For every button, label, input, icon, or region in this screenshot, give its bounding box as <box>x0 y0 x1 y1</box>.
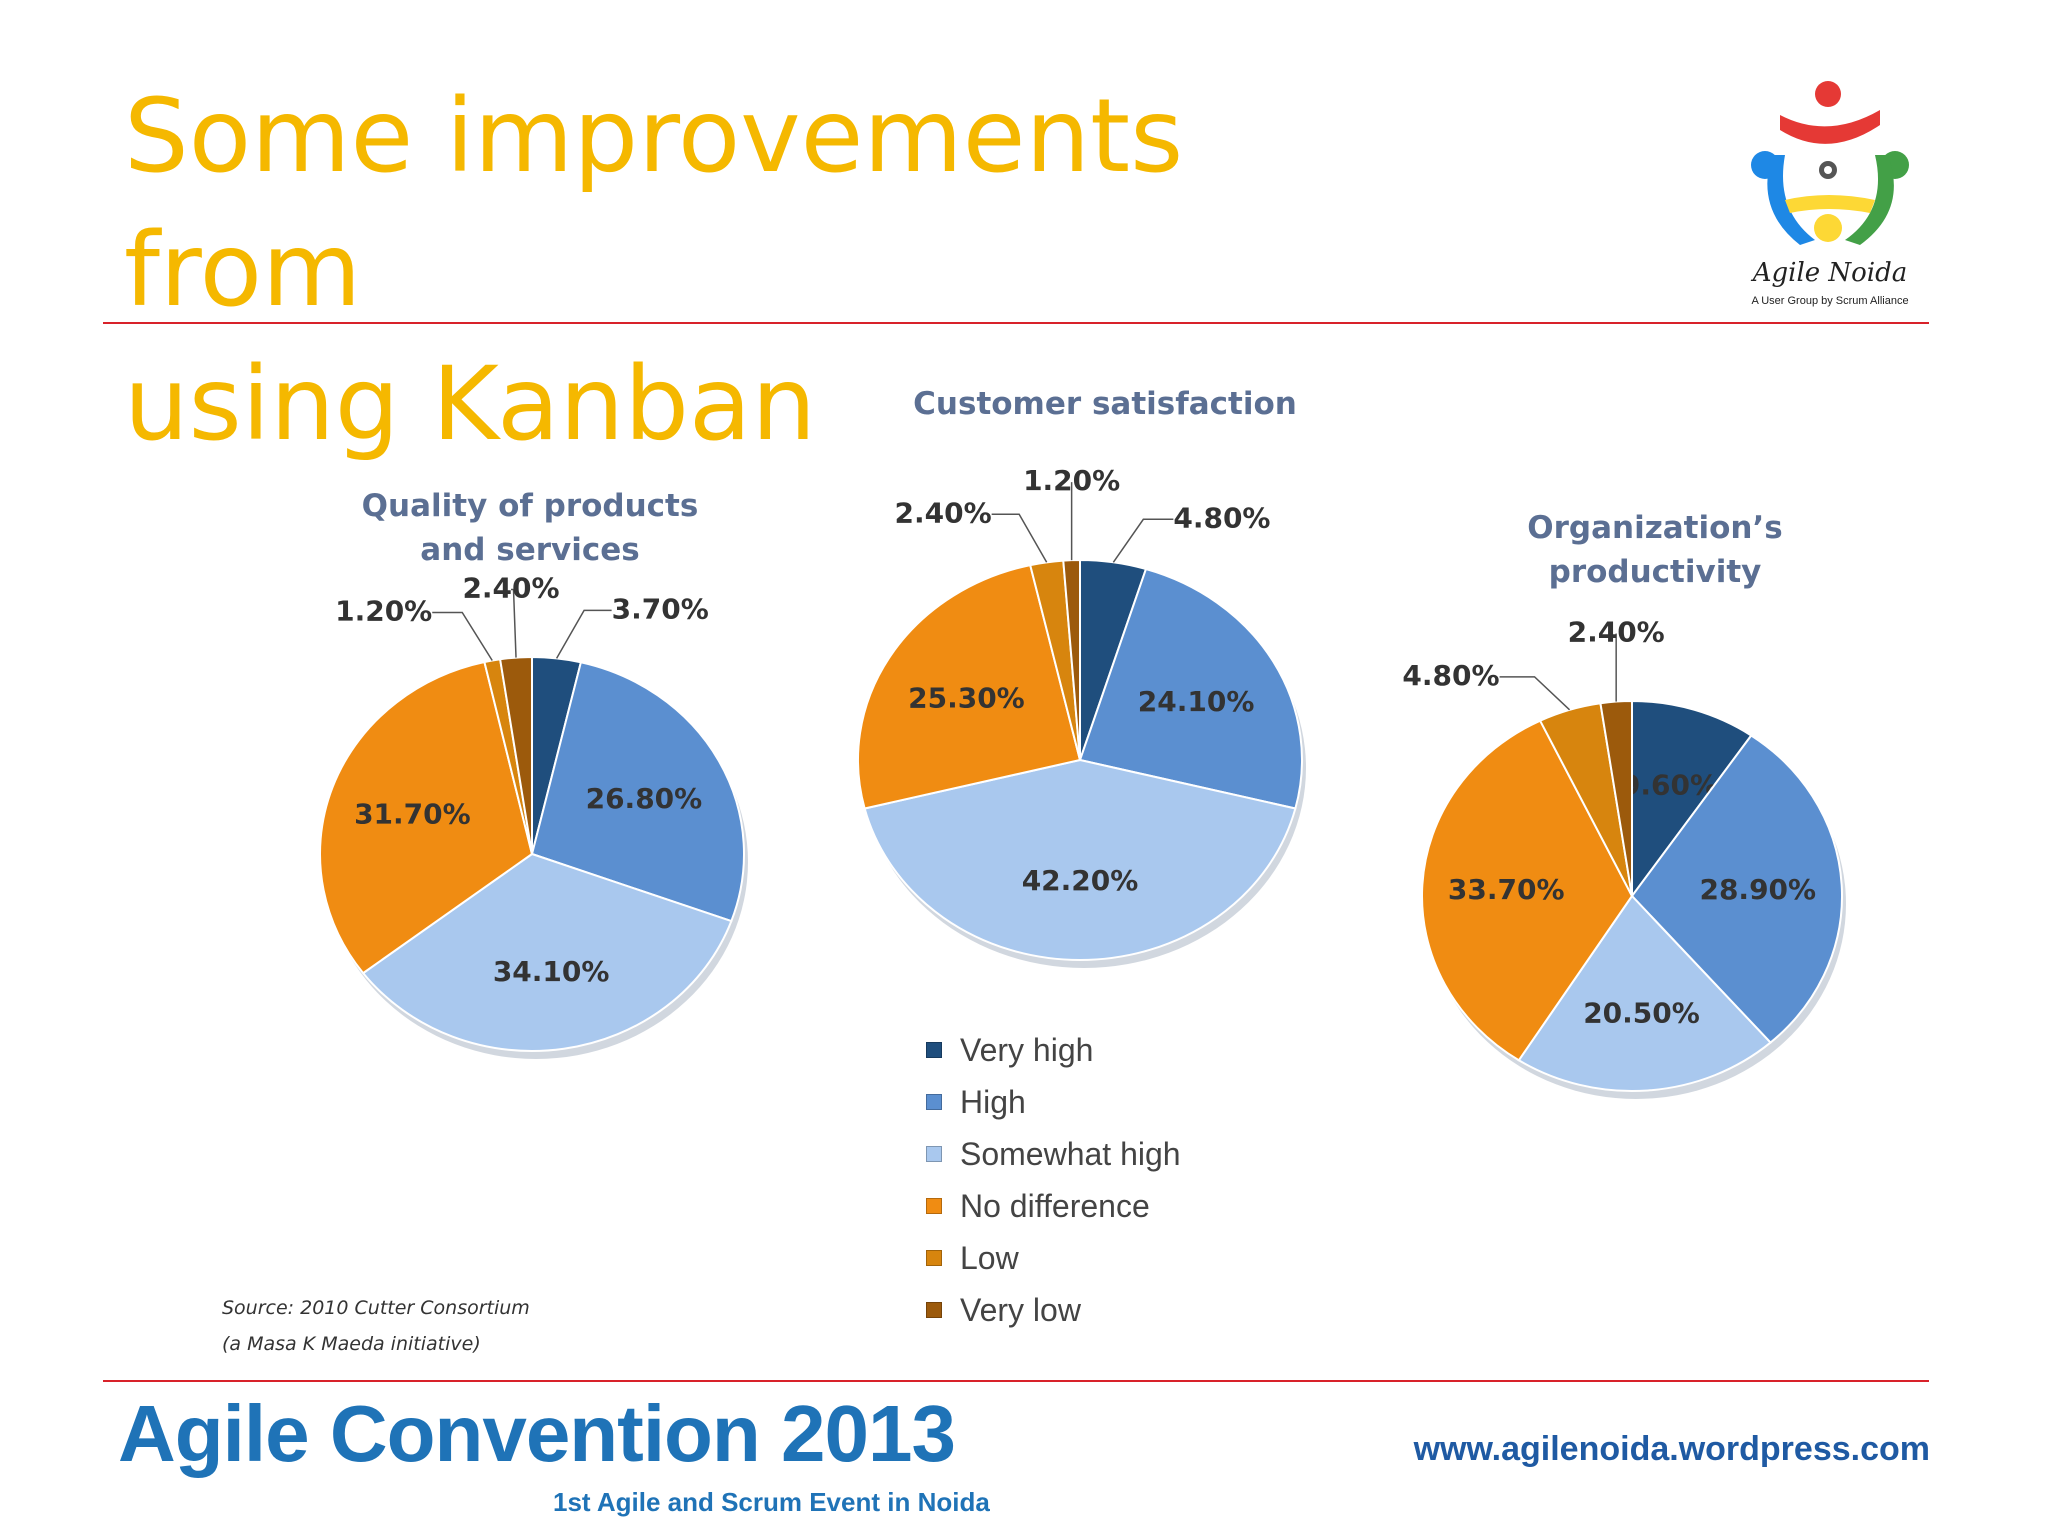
pie-slice-somewhat-high <box>361 852 733 1052</box>
footer-url[interactable]: www.agilenoida.wordpress.com <box>1413 1430 1930 1468</box>
legend-item: Somewhat high <box>926 1128 1181 1180</box>
legend-item: No difference <box>926 1180 1181 1232</box>
pie-slice-high <box>1630 734 1843 1044</box>
legend-label: Very low <box>960 1291 1081 1328</box>
pie-slice-no-difference <box>857 563 1082 810</box>
leader-line <box>432 611 493 661</box>
data-label: 31.70% <box>354 798 471 831</box>
pie-slice-somewhat-high <box>863 758 1297 962</box>
data-label: 4.80% <box>1173 501 1270 534</box>
legend-item: High <box>926 1076 1181 1128</box>
data-label: 25.30% <box>908 681 1025 714</box>
pie-slice-high <box>530 661 745 923</box>
leader-line <box>511 588 517 658</box>
legend-swatch <box>926 1094 942 1110</box>
source-line2: (a Masa K Maeda initiative) <box>222 1333 481 1355</box>
data-label: 26.80% <box>586 782 703 815</box>
footer-subtitle: 1st Agile and Scrum Event in Noida <box>553 1487 990 1517</box>
legend-item: Very high <box>926 1024 1181 1076</box>
data-label: 9.60% <box>1621 768 1718 801</box>
chart-title-line: productivity <box>1548 554 1762 590</box>
logo-name: Agile Noida <box>1752 258 1908 288</box>
chart-title-line: Organization’s <box>1527 510 1783 546</box>
bottom-divider <box>103 1380 1929 1382</box>
leader-line <box>555 609 612 659</box>
legend-label: No difference <box>960 1187 1150 1224</box>
slide-title-line2: using Kanban <box>124 345 817 464</box>
data-label: 33.70% <box>1448 873 1565 906</box>
chart-legend: Very high High Somewhat high No differen… <box>926 1024 1181 1336</box>
data-label: 2.40% <box>462 572 559 605</box>
source-note: Source: 2010 Cutter Consortium (a Masa K… <box>222 1290 530 1362</box>
legend-swatch <box>926 1302 942 1318</box>
legend-item: Low <box>926 1232 1181 1284</box>
pie-slice-very-low <box>498 655 533 855</box>
slide-title: Some improvements from using Kanban <box>124 70 1424 472</box>
chart-title-customer-satisfaction: Customer satisfaction <box>850 382 1360 426</box>
chart-title-line: and services <box>420 532 640 568</box>
data-label: 28.90% <box>1699 873 1816 906</box>
legend-swatch <box>926 1042 942 1058</box>
legend-label: Somewhat high <box>960 1135 1181 1172</box>
data-label: 1.20% <box>335 594 432 627</box>
data-label: 42.20% <box>1022 864 1139 897</box>
slide-title-line1: Some improvements from <box>124 77 1184 330</box>
legend-item: Very low <box>926 1284 1181 1336</box>
legend-swatch <box>926 1198 942 1214</box>
legend-label: Very high <box>960 1031 1094 1068</box>
data-label: 4.80% <box>1402 659 1499 692</box>
data-label: 2.40% <box>1568 616 1665 649</box>
pie-slice-no-difference <box>1421 719 1634 1062</box>
footer-title: Agile Convention 2013 <box>118 1389 956 1478</box>
legend-label: Low <box>960 1239 1019 1276</box>
data-label: 2.40% <box>895 496 992 529</box>
legend-swatch <box>926 1146 942 1162</box>
leader-line <box>1112 518 1174 563</box>
logo-tagline: A User Group by Scrum Alliance <box>1751 295 1909 307</box>
legend-swatch <box>926 1250 942 1266</box>
pie-slice-high <box>1078 567 1303 810</box>
source-line1: Source: 2010 Cutter Consortium <box>222 1297 530 1319</box>
top-divider <box>103 322 1929 324</box>
leader-line <box>991 513 1048 563</box>
pie-slice-no-difference <box>319 660 534 975</box>
pie-slice-very-high <box>1631 699 1753 900</box>
agile-noida-logo <box>1751 81 1909 245</box>
chart-title-productivity: Organization’s productivity <box>1420 506 1890 594</box>
data-label: 1.20% <box>1023 464 1120 497</box>
chart-title-line: Customer satisfaction <box>913 386 1297 422</box>
data-label: 34.10% <box>493 955 610 988</box>
data-label: 20.50% <box>1583 997 1700 1030</box>
leader-line <box>1499 676 1571 711</box>
chart-title-quality: Quality of products and services <box>300 484 760 572</box>
legend-label: High <box>960 1083 1026 1120</box>
data-label: 24.10% <box>1138 685 1255 718</box>
pie-slice-somewhat-high <box>1517 894 1772 1092</box>
chart-title-line: Quality of products <box>361 488 699 524</box>
data-label: 3.70% <box>612 592 709 625</box>
